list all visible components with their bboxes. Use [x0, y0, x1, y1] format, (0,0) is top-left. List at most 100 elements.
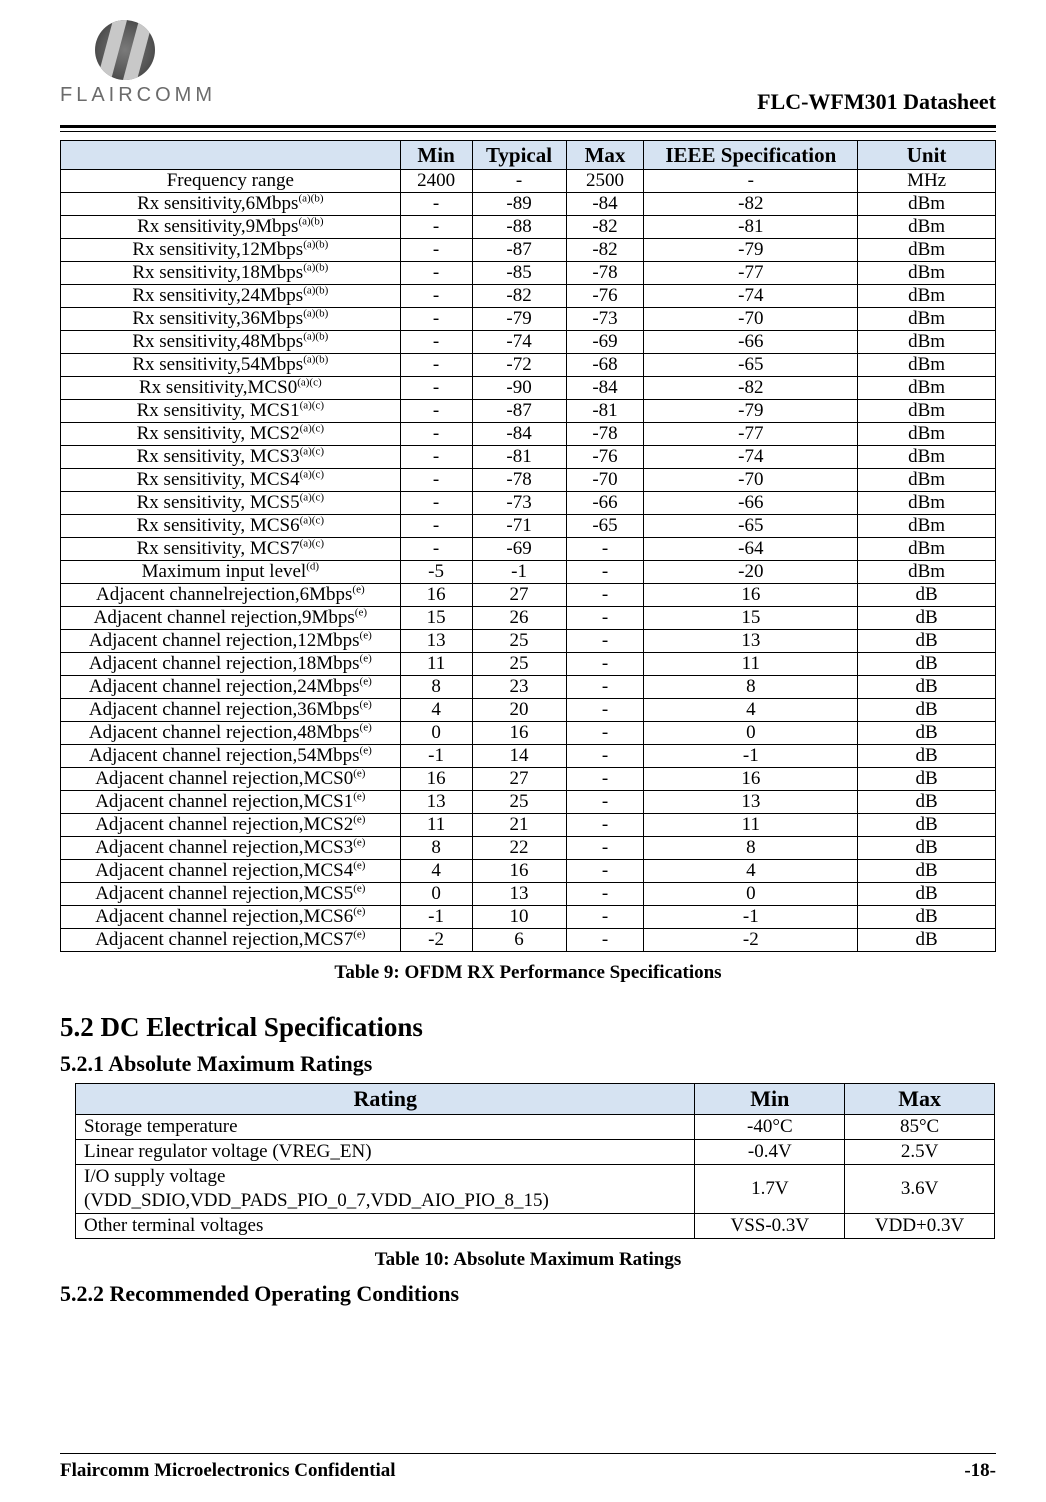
typ-cell: -87 [472, 400, 566, 423]
min-cell: 11 [400, 653, 472, 676]
footer-divider [60, 1453, 996, 1454]
unit-cell: dB [858, 653, 996, 676]
table-row: Linear regulator voltage (VREG_EN)-0.4V2… [76, 1140, 995, 1165]
unit-cell: dBm [858, 561, 996, 584]
footer-page-number: -18- [964, 1460, 996, 1482]
min-cell: 16 [400, 768, 472, 791]
max-cell: -65 [566, 515, 644, 538]
unit-cell: dBm [858, 354, 996, 377]
ieee-cell: -77 [644, 262, 858, 285]
table10-caption: Table 10: Absolute Maximum Ratings [60, 1249, 996, 1271]
typ-cell: -88 [472, 216, 566, 239]
min-cell: - [400, 446, 472, 469]
abs-max-ratings-table: Rating Min Max Storage temperature-40°C8… [75, 1083, 995, 1239]
table-row: Adjacent channel rejection,MCS2(e)1121-1… [61, 814, 996, 837]
table-row: Rx sensitivity, MCS7(a)(c)--69--64dBm [61, 538, 996, 561]
max-cell: -68 [566, 354, 644, 377]
unit-cell: dBm [858, 193, 996, 216]
param-cell: Rx sensitivity,18Mbps(a)(b) [61, 262, 401, 285]
table-row: Rx sensitivity,54Mbps(a)(b)--72-68-65dBm [61, 354, 996, 377]
min-cell: - [400, 308, 472, 331]
ieee-cell: -2 [644, 929, 858, 952]
unit-cell: dBm [858, 285, 996, 308]
unit-cell: dB [858, 837, 996, 860]
typ-cell: -79 [472, 308, 566, 331]
ieee-cell: 8 [644, 837, 858, 860]
min-cell: 4 [400, 699, 472, 722]
min-cell: 13 [400, 630, 472, 653]
ieee-cell: -64 [644, 538, 858, 561]
max-cell: 2500 [566, 170, 644, 193]
table-row: Adjacent channelrejection,6Mbps(e)1627-1… [61, 584, 996, 607]
unit-cell: dB [858, 860, 996, 883]
max-cell: - [566, 584, 644, 607]
unit-cell: dBm [858, 492, 996, 515]
max-cell: -84 [566, 377, 644, 400]
param-cell: Adjacent channel rejection,12Mbps(e) [61, 630, 401, 653]
typ-cell: -81 [472, 446, 566, 469]
typ-cell: -85 [472, 262, 566, 285]
unit-cell: dBm [858, 469, 996, 492]
min-cell: -1 [400, 745, 472, 768]
typ-cell: -1 [472, 561, 566, 584]
unit-cell: dB [858, 607, 996, 630]
table-header-row: Min Typical Max IEEE Specification Unit [61, 141, 996, 170]
table-row: Rx sensitivity,9Mbps(a)(b)--88-82-81dBm [61, 216, 996, 239]
unit-cell: dBm [858, 308, 996, 331]
min-cell: - [400, 285, 472, 308]
unit-cell: MHz [858, 170, 996, 193]
max-cell: - [566, 630, 644, 653]
ieee-cell: -82 [644, 377, 858, 400]
typ-cell: -90 [472, 377, 566, 400]
param-cell: Rx sensitivity, MCS2(a)(c) [61, 423, 401, 446]
table-row: Adjacent channel rejection,24Mbps(e)823-… [61, 676, 996, 699]
typ-cell: 27 [472, 584, 566, 607]
max-cell: - [566, 906, 644, 929]
max-cell: VDD+0.3V [845, 1214, 995, 1239]
typ-cell: 16 [472, 722, 566, 745]
typ-cell: -78 [472, 469, 566, 492]
table-row: Rx sensitivity,36Mbps(a)(b)--79-73-70dBm [61, 308, 996, 331]
min-cell: -1 [400, 906, 472, 929]
table-row: Storage temperature-40°C85°C [76, 1115, 995, 1140]
typ-cell: - [472, 170, 566, 193]
min-cell: -0.4V [695, 1140, 845, 1165]
max-cell: -84 [566, 193, 644, 216]
max-cell: -69 [566, 331, 644, 354]
min-cell: 11 [400, 814, 472, 837]
company-logo: FLAIRCOMM [60, 20, 216, 107]
table-row: Adjacent channel rejection,12Mbps(e)1325… [61, 630, 996, 653]
table-row: Maximum input level(d)-5-1--20dBm [61, 561, 996, 584]
ieee-cell: -1 [644, 745, 858, 768]
document-title: FLC-WFM301 Datasheet [757, 89, 996, 115]
max-cell: - [566, 561, 644, 584]
col-rating: Rating [76, 1084, 695, 1115]
typ-cell: -73 [472, 492, 566, 515]
min-cell: - [400, 193, 472, 216]
min-cell: - [400, 331, 472, 354]
rating-cell: Other terminal voltages [76, 1214, 695, 1239]
ieee-cell: -65 [644, 354, 858, 377]
param-cell: Rx sensitivity,54Mbps(a)(b) [61, 354, 401, 377]
ieee-cell: -79 [644, 400, 858, 423]
unit-cell: dBm [858, 216, 996, 239]
param-cell: Rx sensitivity, MCS6(a)(c) [61, 515, 401, 538]
max-cell: -70 [566, 469, 644, 492]
min-cell: - [400, 354, 472, 377]
col-blank [61, 141, 401, 170]
ieee-cell: -1 [644, 906, 858, 929]
table-row: Adjacent channel rejection,9Mbps(e)1526-… [61, 607, 996, 630]
table-row: Rx sensitivity, MCS3(a)(c)--81-76-74dBm [61, 446, 996, 469]
typ-cell: -82 [472, 285, 566, 308]
param-cell: Rx sensitivity, MCS5(a)(c) [61, 492, 401, 515]
unit-cell: dBm [858, 423, 996, 446]
table-row: Rx sensitivity,6Mbps(a)(b)--89-84-82dBm [61, 193, 996, 216]
typ-cell: 6 [472, 929, 566, 952]
param-cell: Rx sensitivity, MCS7(a)(c) [61, 538, 401, 561]
param-cell: Rx sensitivity, MCS3(a)(c) [61, 446, 401, 469]
param-cell: Adjacent channel rejection,18Mbps(e) [61, 653, 401, 676]
typ-cell: 23 [472, 676, 566, 699]
typ-cell: 22 [472, 837, 566, 860]
max-cell: - [566, 860, 644, 883]
max-cell: - [566, 814, 644, 837]
